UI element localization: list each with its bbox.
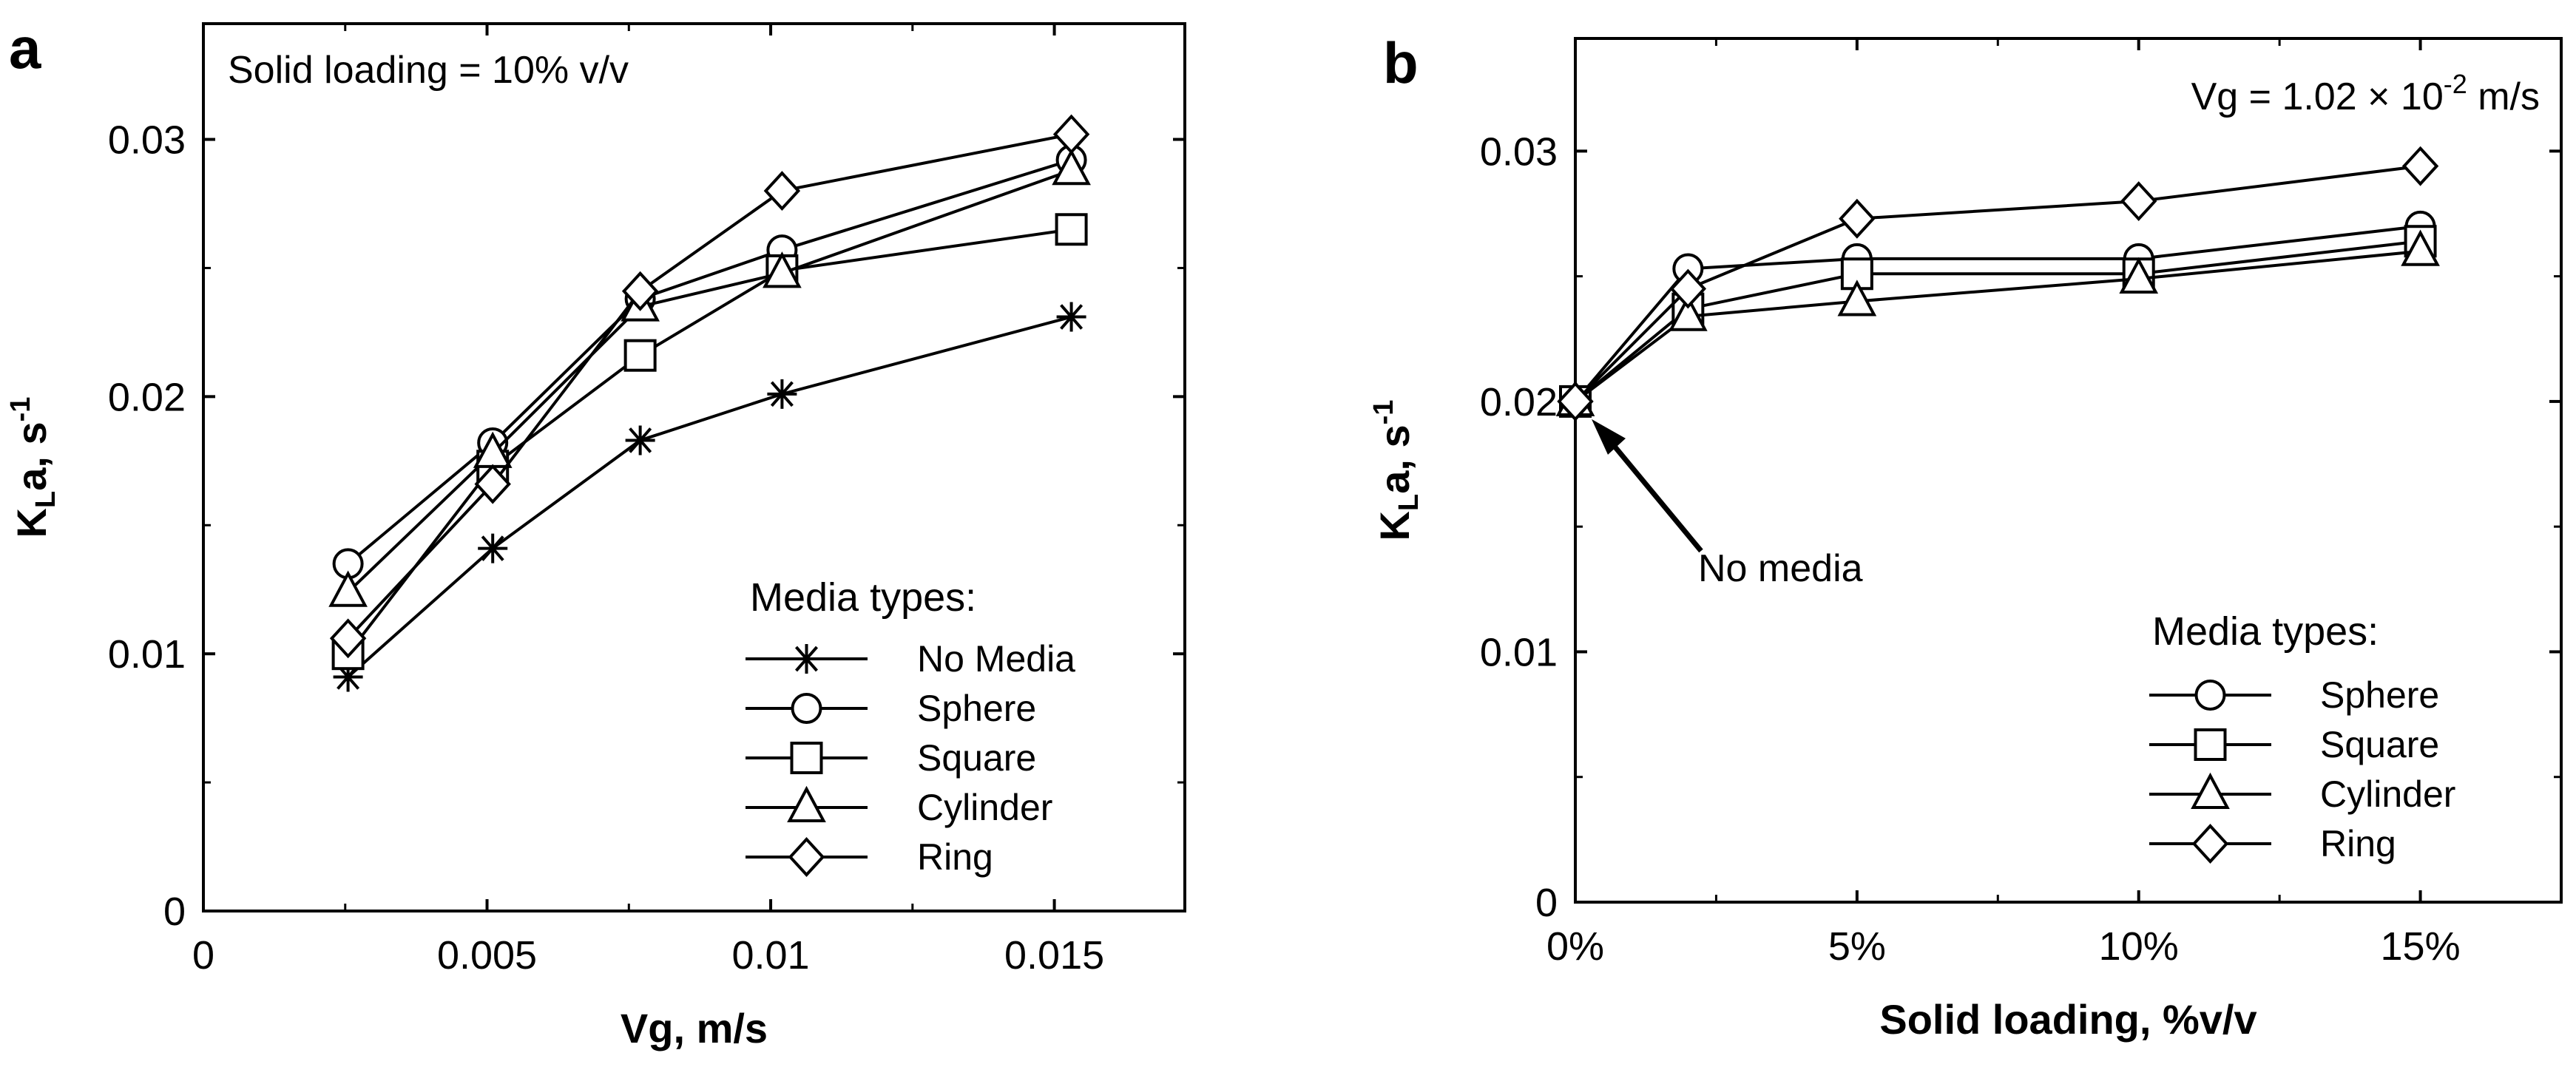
panel-a-legend-marker-circle [791,693,822,724]
panel-a-annotation: Solid loading = 10% v/v [228,49,629,92]
panel-a-y-tick-label: 0.03 [108,118,186,163]
panel-a-letter: a [9,16,41,81]
panel-a-series-no-media [333,302,1086,692]
panel-a-data-point-square [1055,213,1088,246]
panel-b-chart: 0 0.01 0.02 0.03 0% 5% 10% 15% Solid loading, %v… [1368,30,2563,1043]
panel-b-legend-label: Sphere [2320,674,2439,716]
panel-a-y-tick-label: 0 [163,890,186,934]
panel-a-x-tick-label: 0.005 [437,933,537,978]
panel-a-legend-label: Sphere [917,688,1036,729]
panel-b-x-axis-title: Solid loading, %v/v [1879,996,2256,1043]
panel-a-data-point-square [623,339,657,372]
panel-b-y-tick-label: 0.02 [1480,380,1558,424]
panel-b-y-axis-title: KLa, s-1 [1368,400,1424,541]
panel-b-no-media-arrow [1592,419,1703,553]
panel-a-legend-label: Square [917,737,1036,779]
panel-a-data-point-diamond [474,464,511,504]
panel-b-legend: Media types: Sphere Square Cylinder Ring [2149,609,2455,864]
panel-a-data-point-star [333,662,363,692]
panel-a-x-tick-label: 0 [192,933,214,978]
panel-a-legend-marker-diamond [788,837,825,877]
panel-a-y-tick-label: 0.01 [108,632,186,677]
panel-b-legend-marker-triangle [2191,772,2230,809]
panel-a-y-tick-label: 0.02 [108,375,186,419]
arrow-shaft [1603,433,1703,553]
panel-b-legend-label: Cylinder [2320,773,2455,815]
panel-b-legend-title: Media types: [2152,609,2379,654]
panel-b-legend-marker-diamond [2191,824,2229,864]
panel-b-y-tick-label: 0.01 [1480,630,1558,674]
panel-b-x-tick-label: 0% [1546,924,1604,969]
panel-a-data-point-diamond [621,271,659,311]
panel-a-data-point-star [1056,302,1086,332]
panel-a-data-point-diamond [763,171,801,211]
panel-b-legend-label: Square [2320,724,2439,765]
panel-a-x-axis-title: Vg, m/s [621,1005,768,1052]
panel-b-x-tick-label: 15% [2381,924,2461,969]
panel-b-series-ring [1557,146,2439,421]
panel-a-legend-label: Cylinder [917,787,1052,828]
panel-a-legend-marker-square [790,742,823,774]
panel-a-data-point-triangle [763,251,802,288]
panel-b-legend-marker-square [2194,728,2227,761]
panel-a-plot-frame [202,22,1186,912]
panel-a-legend-label: No Media [917,638,1075,680]
panel-b-y-tick-label: 0 [1535,881,1558,925]
panel-b-data-point-triangle [2401,229,2440,266]
panel-b-x-tick-label: 10% [2099,924,2179,969]
panel-a-data-point-triangle [328,570,368,607]
panel-a-data-point-diamond [329,618,367,659]
panel-a-x-tick-label: 0.015 [1004,933,1104,978]
panel-b-legend-marker-circle [2194,680,2226,711]
panel-a-data-point-triangle [1052,149,1091,186]
panel-b-data-point-diamond [1669,268,1707,309]
panel-a-legend-label: Ring [917,836,993,878]
panel-b-data-point-triangle [2119,257,2159,294]
panel-a-chart: 0 0.01 0.02 0.03 0 0.005 0.01 0.015 Vg, m/s KLa, … [5,16,1186,1052]
panel-b-data-point-diamond [2401,146,2439,186]
panel-a-legend: Media types: No Media Sphere Square Cylinder… [746,575,1075,878]
arrow-head [1592,419,1626,455]
panel-b-plot-frame [1574,37,2563,904]
panel-a-data-point-star [478,533,508,563]
panel-b-data-point-triangle [1837,280,1877,316]
panel-a-data-point-diamond [1052,114,1090,155]
panel-a-data-point-star [767,379,797,409]
panel-b-no-media-label: No media [1698,547,1863,590]
panel-b-letter: b [1383,30,1419,95]
panel-b-data-point-triangle [1669,294,1708,331]
panel-a-series-ring [329,114,1090,659]
panel-a-data-point-star [625,425,655,456]
panel-b-data-point-diamond [2120,181,2157,222]
panel-a-x-tick-label: 0.01 [731,933,809,978]
panel-a-y-axis-title: KLa, s-1 [5,397,61,538]
panel-b-data-point-diamond [1557,381,1594,421]
panel-a-legend-title: Media types: [750,575,976,620]
panel-a-legend-marker-triangle [787,785,826,822]
panel-b-legend-label: Ring [2320,823,2396,864]
panel-a-legend-marker-star [791,644,822,674]
panel-b-annotation: Vg = 1.02 × 10-2 m/s [2191,69,2540,118]
panel-b-data-point-diamond [1839,198,1876,239]
panel-b-x-tick-label: 5% [1828,924,1886,969]
panel-b-y-tick-label: 0.03 [1480,129,1558,174]
